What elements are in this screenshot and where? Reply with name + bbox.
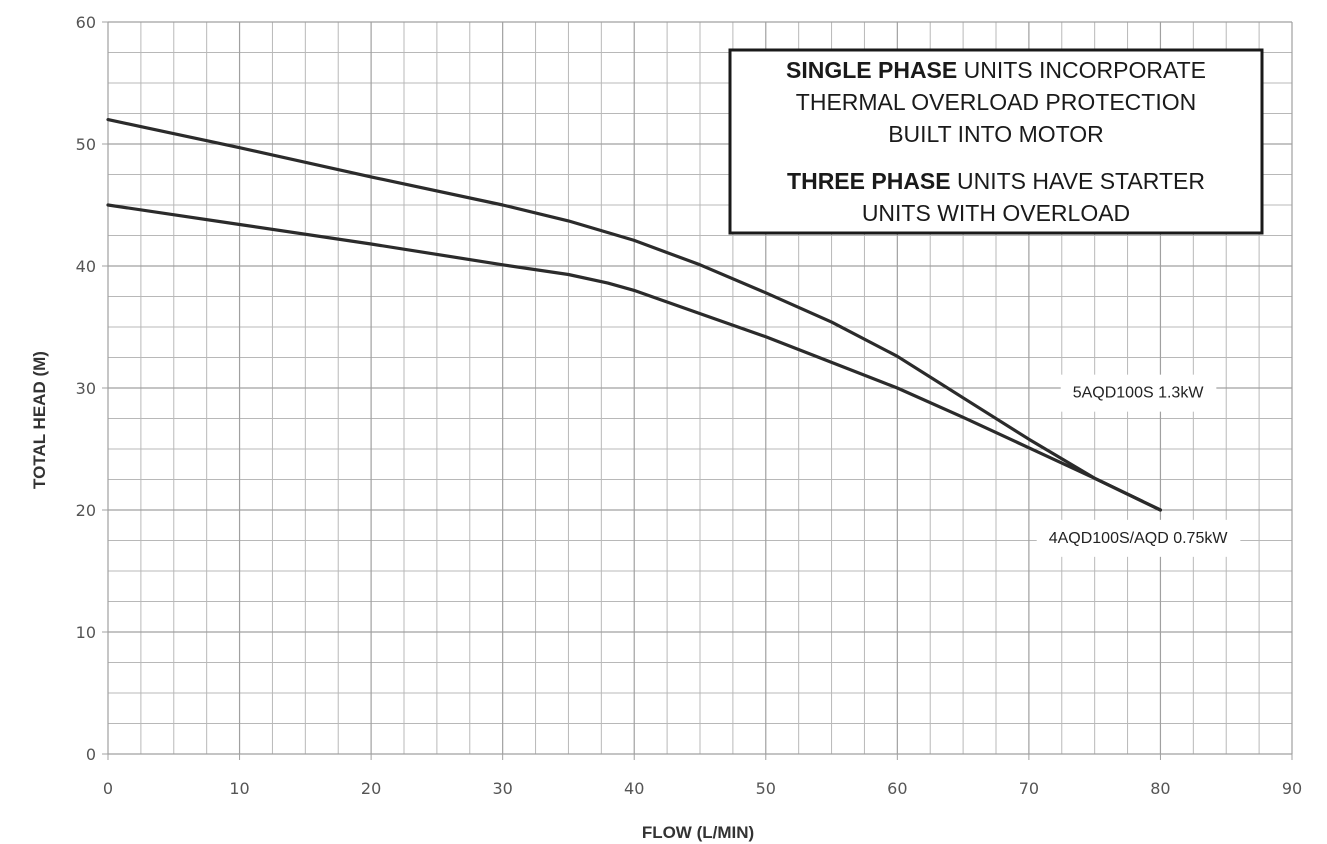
annotation-line-5: UNITS WITH OVERLOAD (862, 200, 1130, 226)
y-tick-label: 40 (76, 257, 96, 276)
annotation-bold-text: SINGLE PHASE (786, 57, 957, 83)
series-label-2: 4AQD100S/AQD 0.75kW (1036, 519, 1241, 557)
y-axis-ticks: 0 10 20 30 40 50 60 (76, 13, 96, 764)
annotation-text: UNITS WITH OVERLOAD (862, 200, 1130, 226)
annotation-line-1: SINGLE PHASE UNITS INCORPORATE (786, 57, 1206, 83)
annotation-text: THERMAL OVERLOAD PROTECTION (796, 89, 1196, 115)
x-axis-ticks: 0 10 20 30 40 50 60 70 80 90 (103, 779, 1302, 798)
y-tick-label: 50 (76, 135, 96, 154)
annotation-text: UNITS INCORPORATE (957, 57, 1206, 83)
y-axis-title: TOTAL HEAD (M) (30, 351, 49, 489)
x-tick-label: 10 (229, 779, 249, 798)
series-label-text: 4AQD100S/AQD 0.75kW (1049, 530, 1229, 547)
x-tick-label: 20 (361, 779, 381, 798)
x-tick-label: 0 (103, 779, 113, 798)
series-label-bg (1036, 519, 1241, 557)
annotation-line-4: THREE PHASE UNITS HAVE STARTER (787, 168, 1205, 194)
annotation-line-2: THERMAL OVERLOAD PROTECTION (796, 89, 1196, 115)
x-tick-label: 50 (756, 779, 776, 798)
x-tick-label: 60 (887, 779, 907, 798)
series-label-1: 5AQD100S 1.3kW (1060, 374, 1217, 412)
series-line-1 (106, 117, 1163, 512)
x-tick-label: 70 (1019, 779, 1039, 798)
y-tick-label: 60 (76, 13, 96, 32)
annotation-box: SINGLE PHASE UNITS INCORPORATE THERMAL OV… (728, 48, 1264, 235)
annotation-text: UNITS HAVE STARTER (951, 168, 1205, 194)
series-line-2 (106, 203, 1163, 512)
series-lines (106, 117, 1163, 512)
annotation-frame (728, 48, 1264, 235)
x-axis-title: FLOW (L/MIN) (642, 823, 754, 842)
y-tick-label: 0 (86, 745, 96, 764)
annotation-line-3: BUILT INTO MOTOR (888, 121, 1104, 147)
x-tick-label: 90 (1282, 779, 1302, 798)
y-tick-label: 20 (76, 501, 96, 520)
series-labels: 5AQD100S 1.3kW 4AQD100S/AQD 0.75kW (1036, 374, 1241, 557)
y-tick-label: 30 (76, 379, 96, 398)
annotation-bold-text: THREE PHASE (787, 168, 951, 194)
series-label-text: 5AQD100S 1.3kW (1073, 385, 1205, 402)
series-label-bg (1060, 374, 1217, 412)
x-tick-label: 80 (1150, 779, 1170, 798)
x-tick-label: 30 (492, 779, 512, 798)
x-tick-label: 40 (624, 779, 644, 798)
annotation-text: BUILT INTO MOTOR (888, 121, 1104, 147)
y-tick-label: 10 (76, 623, 96, 642)
